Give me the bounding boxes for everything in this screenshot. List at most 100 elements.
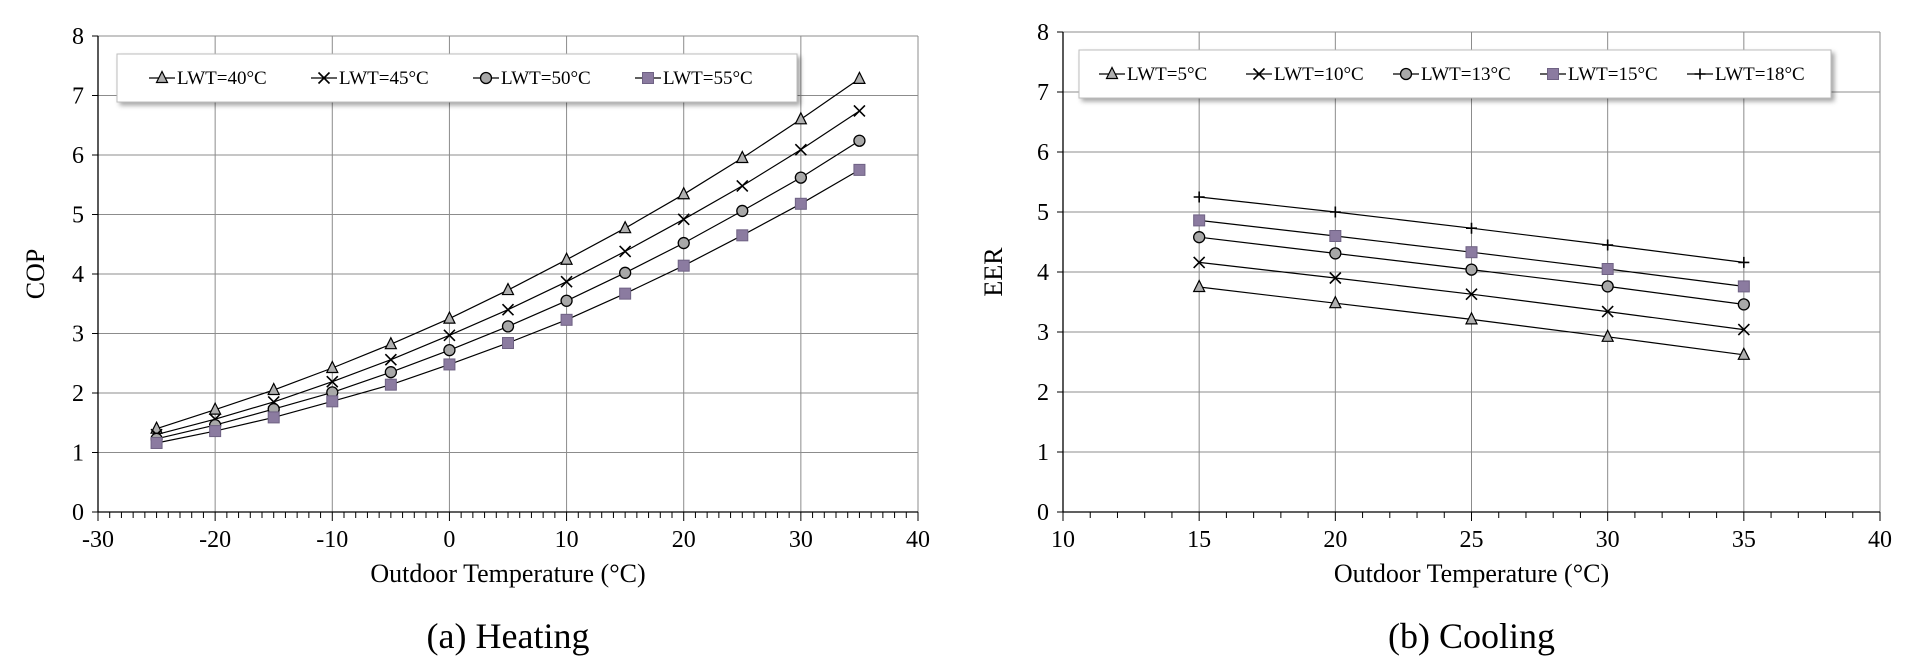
- data-point: [1737, 346, 1751, 360]
- data-point: [325, 360, 339, 374]
- series-triangle: [150, 70, 866, 434]
- x-tick-label: 35: [1732, 527, 1756, 553]
- x-tick-label: 30: [789, 527, 813, 553]
- y-tick-label: 8: [72, 24, 84, 50]
- data-point: [1738, 256, 1750, 268]
- data-point: [1601, 328, 1615, 342]
- x-tick-label: -10: [316, 527, 348, 553]
- x-tick-label: 10: [555, 527, 579, 553]
- data-point: [501, 303, 515, 316]
- data-point: [1193, 214, 1206, 227]
- heating-axes: [92, 35, 919, 521]
- data-point: [736, 179, 749, 193]
- data-point: [443, 344, 456, 357]
- y-tick-label: 7: [1037, 80, 1049, 106]
- legend-item: LWT=5°C: [1099, 64, 1207, 85]
- cooling-x-tick-labels: 10 15 20 25 30 35 40: [1051, 527, 1892, 553]
- cooling-legend: LWT=5°C LWT=10°C LWT=13°C LWT=15°C LWT=18°C: [1078, 49, 1832, 99]
- data-point: [560, 251, 574, 265]
- heating-y-tick-labels: 0 1 2 3 4 5 6 7 8: [72, 24, 84, 526]
- legend-item: LWT=40°C: [149, 68, 267, 89]
- data-point: [1328, 295, 1342, 309]
- data-point: [560, 313, 573, 326]
- cooling-y-tick-labels: 0 1 2 3 4 5 6 7 8: [1037, 20, 1049, 526]
- legend-marker: [1547, 68, 1559, 80]
- data-point: [501, 320, 515, 333]
- y-tick-label: 8: [1037, 20, 1049, 46]
- data-point: [1329, 230, 1342, 242]
- x-tick-label: 20: [1323, 527, 1347, 553]
- legend-item: LWT=15°C: [1540, 64, 1658, 85]
- legend-label: LWT=13°C: [1421, 64, 1511, 85]
- data-point: [208, 401, 222, 415]
- series-x: [150, 104, 866, 441]
- data-point: [384, 378, 397, 391]
- data-point: [1193, 191, 1205, 203]
- y-tick-label: 4: [1037, 260, 1049, 286]
- legend-item: LWT=13°C: [1393, 64, 1511, 85]
- data-point: [1737, 298, 1750, 311]
- x-tick-label: -30: [82, 527, 114, 553]
- data-point: [618, 220, 632, 234]
- data-point: [619, 287, 632, 300]
- legend-label: LWT=18°C: [1715, 64, 1805, 85]
- data-point: [794, 171, 808, 184]
- heating-gridlines: [98, 35, 919, 512]
- legend-label: LWT=50°C: [501, 68, 591, 89]
- data-point: [794, 197, 807, 210]
- series-circle: [1193, 231, 1750, 311]
- x-tick-label: 40: [906, 527, 930, 553]
- cooling-x-axis-label: Outdoor Temperature (°C): [1334, 559, 1609, 588]
- cooling-panel-caption: (b) Cooling: [1388, 616, 1555, 656]
- legend-item: LWT=18°C: [1687, 64, 1805, 85]
- data-point: [442, 310, 456, 324]
- legend-label: LWT=45°C: [339, 68, 429, 89]
- data-point: [677, 186, 691, 200]
- x-tick-label: 15: [1187, 527, 1211, 553]
- y-tick-label: 2: [1037, 380, 1049, 406]
- y-tick-label: 0: [1037, 500, 1049, 526]
- series-line: [156, 78, 860, 430]
- data-point: [1465, 311, 1478, 325]
- legend-item: LWT=45°C: [311, 68, 429, 89]
- data-point: [1329, 206, 1341, 218]
- data-point: [735, 150, 749, 164]
- data-point: [384, 353, 397, 366]
- data-point: [619, 245, 632, 258]
- x-tick-label: 20: [672, 527, 696, 553]
- data-point: [677, 236, 690, 250]
- series-square: [1193, 214, 1750, 293]
- x-tick-label: 30: [1596, 527, 1620, 553]
- legend-label: LWT=5°C: [1127, 64, 1207, 85]
- y-tick-label: 0: [72, 500, 84, 526]
- data-point: [384, 336, 398, 350]
- data-point: [443, 358, 456, 371]
- legend-label: LWT=10°C: [1274, 64, 1364, 85]
- x-tick-label: 40: [1868, 527, 1892, 553]
- series-triangle: [1192, 279, 1751, 360]
- y-tick-label: 1: [72, 441, 84, 467]
- data-point: [384, 366, 398, 379]
- data-point: [267, 411, 280, 424]
- x-tick-label: -20: [199, 527, 231, 553]
- legend-marker: [1105, 66, 1119, 80]
- data-point: [1465, 246, 1478, 259]
- legend-item: LWT=10°C: [1246, 64, 1364, 85]
- data-point: [1602, 239, 1614, 251]
- cooling-chart: 10 15 20 25 30 35 40 0 1 2 3 4 5 6 7 8 LWT=5°C LWT=10°C…: [979, 20, 1892, 656]
- data-point: [1737, 280, 1750, 293]
- legend-marker: [642, 72, 654, 84]
- data-point: [209, 425, 222, 438]
- legend-marker: [1252, 67, 1266, 81]
- y-tick-label: 1: [1037, 440, 1049, 466]
- data-point: [1192, 279, 1206, 293]
- cooling-series: [1192, 191, 1751, 360]
- series-line: [156, 169, 860, 444]
- y-tick-label: 3: [1037, 320, 1049, 346]
- legend-label: LWT=40°C: [177, 68, 267, 89]
- x-tick-label: 10: [1051, 527, 1075, 553]
- data-point: [1193, 231, 1206, 244]
- data-point: [1466, 222, 1477, 234]
- data-point: [618, 266, 632, 279]
